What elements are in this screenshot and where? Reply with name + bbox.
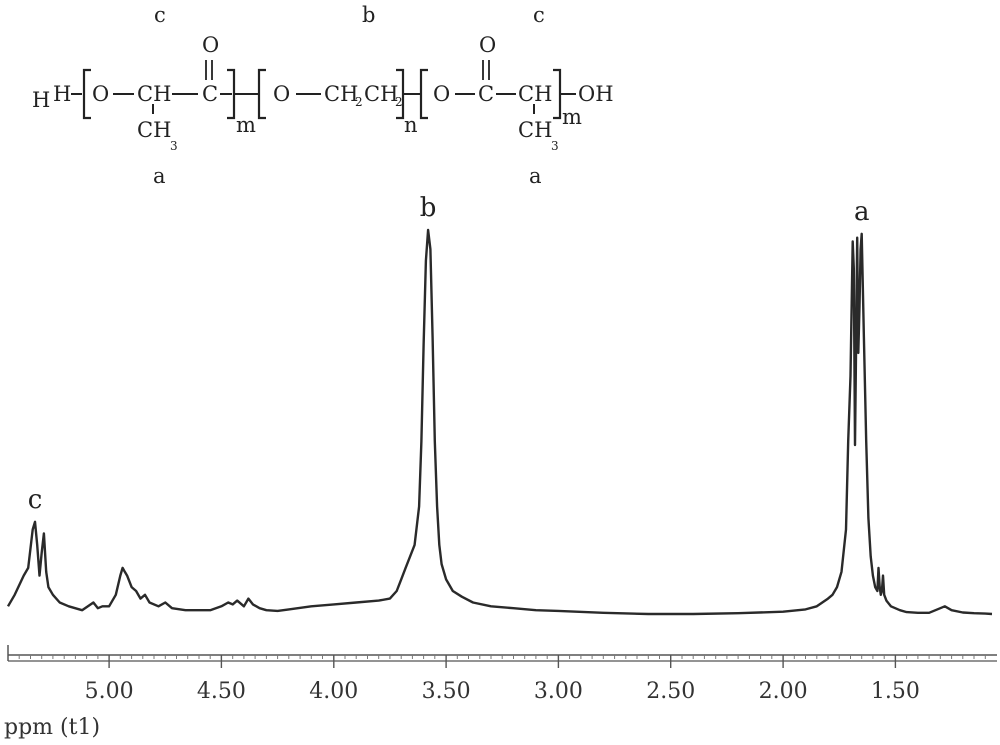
x-tick-label: 2.00 [759,679,808,704]
structure-label-top-b: b [362,3,375,27]
structure-o-carbonyl2: O [479,33,496,57]
structure-o-carbonyl1: O [202,33,219,57]
structure-m1: m [236,113,256,137]
structure-o2: O [273,82,290,106]
spectrum-line [6,228,993,616]
structure-ch1: CH [137,82,171,106]
spectrum-plot: c b a [6,193,993,616]
structure-oh: OH [578,82,614,106]
structure-c1: C [202,82,218,106]
structure-ch2: CH [518,82,552,106]
chemical-structure: c b c H H O CH CH 3 C O m O CH 2 CH 2 n [32,3,614,188]
structure-o1: O [92,82,109,106]
x-axis: 5.00 4.50 4.00 3.50 3.00 2.50 2.00 1.50 ppm (t1… [4,645,997,740]
structure-label-bottom-a1: a [153,164,166,188]
peak-labels: c b a [28,193,870,515]
structure-n: n [404,113,418,137]
structure-ch2-a: CH [324,82,358,106]
bracket-3-right [553,68,562,120]
x-axis-minor-ticks [18,655,986,659]
peak-label-c: c [28,485,43,515]
bracket-1-left [82,68,91,120]
structure-ch2-b: CH [364,82,398,106]
structure-label-bottom-a2: a [529,164,542,188]
bracket-3-left [419,68,428,120]
structure-h-end: H [32,88,50,112]
x-tick-label: 1.50 [871,679,920,704]
structure-ch3-2-sub: 3 [551,139,559,153]
x-axis-tick-labels: 5.00 4.50 4.00 3.50 3.00 2.50 2.00 1.50 [85,679,920,704]
x-tick-label: 2.50 [646,679,695,704]
structure-m2: m [562,105,582,129]
peak-label-b: b [420,193,437,223]
x-tick-label: 4.00 [309,679,358,704]
bracket-2-left [257,68,266,120]
structure-ch3-1-sub: 3 [170,139,178,153]
x-tick-label: 3.00 [534,679,583,704]
x-axis-title: ppm (t1) [4,715,100,740]
structure-h: H [53,82,71,106]
structure-ch3-1: CH [137,118,171,142]
x-axis-major-ticks [108,655,897,668]
peak-label-a: a [854,197,870,227]
structure-label-top-c2: c [533,3,545,27]
structure-ch2-b-sub: 2 [395,95,403,109]
structure-label-top-c1: c [154,3,166,27]
x-tick-label: 4.50 [197,679,246,704]
x-tick-label: 3.50 [422,679,471,704]
structure-ch2-a-sub: 2 [355,95,363,109]
structure-c2: C [478,82,494,106]
structure-o3: O [433,82,450,106]
x-tick-label: 5.00 [85,679,134,704]
structure-ch3-2: CH [518,118,552,142]
